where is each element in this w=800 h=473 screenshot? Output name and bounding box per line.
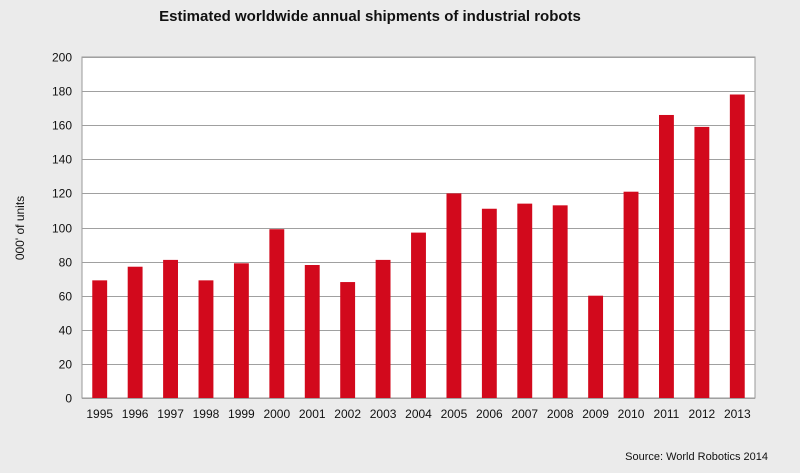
- bar-2010: [623, 191, 639, 398]
- y-tick-label: 100: [52, 222, 72, 236]
- x-tick-label: 2006: [476, 407, 503, 421]
- x-tick-label: 2002: [334, 407, 361, 421]
- y-tick-label: 60: [59, 290, 73, 304]
- bar-2001: [304, 265, 320, 398]
- y-tick-label: 20: [59, 358, 73, 372]
- x-tick-label: 1997: [157, 407, 184, 421]
- bar-1995: [92, 280, 108, 398]
- bar-2000: [269, 229, 285, 398]
- x-tick-label: 2003: [370, 407, 397, 421]
- x-tick-label: 2012: [689, 407, 716, 421]
- x-tick-label: 2004: [405, 407, 432, 421]
- y-tick-label: 140: [52, 153, 72, 167]
- bar-1996: [127, 266, 143, 398]
- x-tick-label: 2005: [441, 407, 468, 421]
- source-note: Source: World Robotics 2014: [625, 451, 768, 463]
- y-tick-label: 0: [65, 392, 72, 406]
- y-tick-label: 180: [52, 85, 72, 99]
- x-tick-label: 2011: [654, 407, 680, 421]
- bar-2009: [588, 295, 604, 398]
- bar-2013: [729, 94, 745, 398]
- bar-1997: [163, 259, 178, 398]
- y-tick-label: 80: [59, 256, 73, 270]
- chart-title: Estimated worldwide annual shipments of …: [159, 8, 581, 25]
- x-tick-label: 1996: [122, 407, 149, 421]
- y-axis-label: 000' of units: [13, 196, 27, 260]
- bar-2004: [411, 232, 426, 398]
- bar-1999: [233, 263, 249, 398]
- y-tick-label: 40: [59, 324, 73, 338]
- bars: [92, 94, 745, 398]
- bar-2003: [375, 259, 391, 398]
- bar-2007: [517, 203, 533, 398]
- bar-2012: [694, 126, 710, 398]
- x-tick-label: 2007: [511, 407, 538, 421]
- x-tick-label: 2008: [547, 407, 574, 421]
- y-axis-ticks: 0 20 40 60 80 100 120 140 160 180 200: [52, 51, 72, 406]
- y-tick-label: 200: [52, 51, 72, 65]
- x-tick-label: 1995: [86, 407, 113, 421]
- bar-2002: [340, 282, 356, 398]
- x-tick-label: 2001: [299, 407, 326, 421]
- bar-2011: [659, 114, 674, 398]
- x-axis-ticks: 1995 1996 1997 1998 1999 2000 2001 2002 2003 2004…: [86, 407, 751, 421]
- x-tick-label: 2009: [582, 407, 609, 421]
- x-tick-label: 2010: [618, 407, 645, 421]
- bar-1998: [198, 280, 214, 398]
- bar-2005: [446, 193, 462, 398]
- bar-2008: [552, 205, 568, 398]
- x-tick-label: 1998: [193, 407, 220, 421]
- x-tick-label: 2013: [724, 407, 751, 421]
- y-tick-label: 160: [52, 119, 72, 133]
- x-tick-label: 1999: [228, 407, 255, 421]
- bar-2006: [481, 208, 497, 398]
- x-tick-label: 2000: [263, 407, 290, 421]
- y-tick-label: 120: [52, 187, 72, 201]
